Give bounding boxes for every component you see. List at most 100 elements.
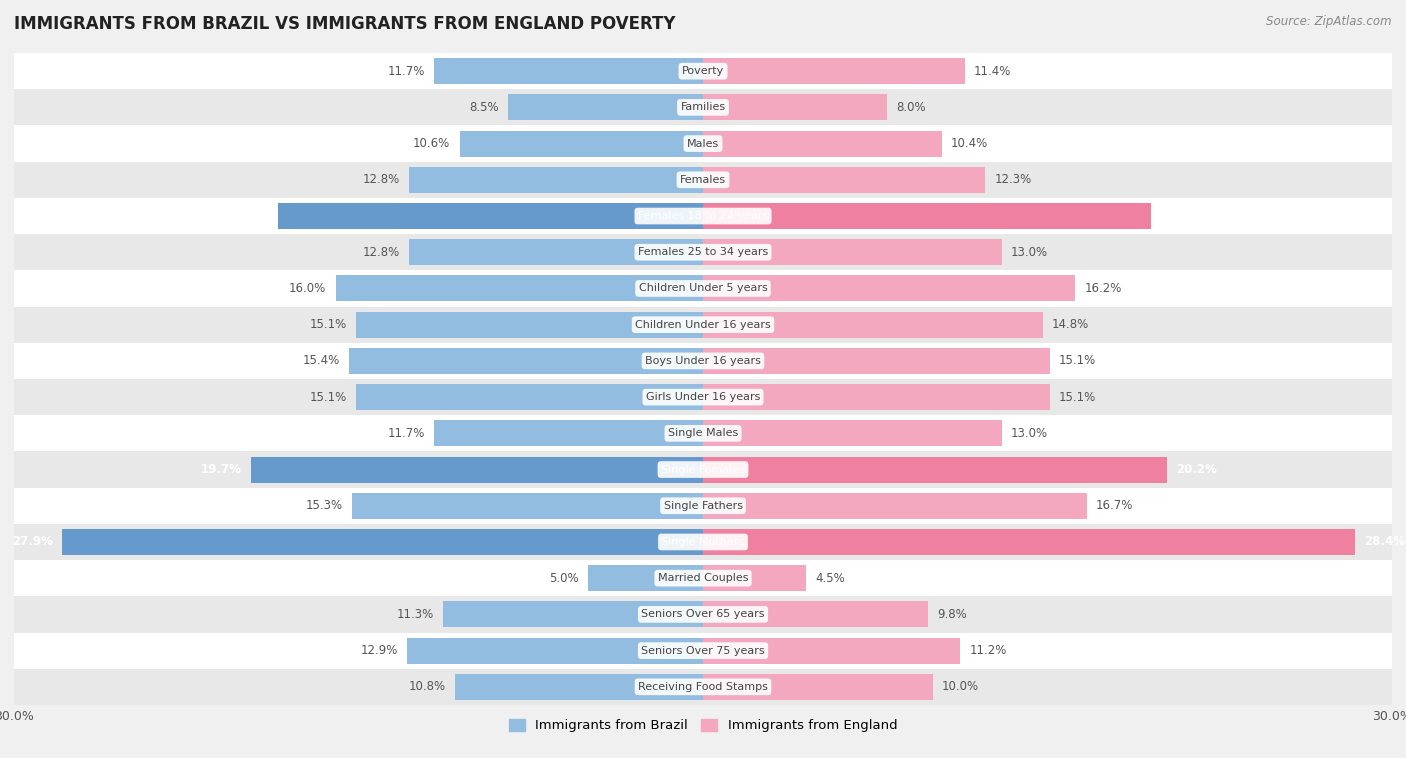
Bar <box>409 167 703 193</box>
Bar <box>460 130 703 157</box>
Text: 4.5%: 4.5% <box>815 572 845 584</box>
Text: Boys Under 16 years: Boys Under 16 years <box>645 356 761 366</box>
Bar <box>14 487 1392 524</box>
Text: 20.2%: 20.2% <box>1175 463 1216 476</box>
Text: 28.4%: 28.4% <box>1364 535 1406 549</box>
Bar <box>356 312 703 338</box>
Bar <box>409 240 703 265</box>
Bar <box>434 420 703 446</box>
Text: 15.1%: 15.1% <box>309 390 347 403</box>
Bar <box>14 306 1392 343</box>
Text: 12.8%: 12.8% <box>363 246 399 258</box>
Text: Males: Males <box>688 139 718 149</box>
Bar <box>14 415 1392 452</box>
Bar <box>14 379 1392 415</box>
Bar <box>278 203 703 229</box>
Text: Females 18 to 24 years: Females 18 to 24 years <box>638 211 768 221</box>
Text: Receiving Food Stamps: Receiving Food Stamps <box>638 682 768 692</box>
Text: 11.4%: 11.4% <box>974 64 1011 77</box>
Text: 15.3%: 15.3% <box>305 500 343 512</box>
Text: Females 25 to 34 years: Females 25 to 34 years <box>638 247 768 257</box>
Text: Single Fathers: Single Fathers <box>664 501 742 511</box>
Bar <box>14 452 1392 487</box>
Bar <box>14 597 1392 632</box>
Text: Families: Families <box>681 102 725 112</box>
Bar <box>14 524 1392 560</box>
Text: 10.8%: 10.8% <box>409 681 446 694</box>
Bar <box>250 456 703 483</box>
Bar <box>356 384 703 410</box>
Legend: Immigrants from Brazil, Immigrants from England: Immigrants from Brazil, Immigrants from … <box>503 713 903 738</box>
Text: 9.8%: 9.8% <box>938 608 967 621</box>
Text: 12.3%: 12.3% <box>994 174 1032 186</box>
Text: 11.2%: 11.2% <box>969 644 1007 657</box>
Text: Females: Females <box>681 175 725 185</box>
Bar <box>14 271 1392 306</box>
Bar <box>703 312 1043 338</box>
Text: Poverty: Poverty <box>682 66 724 76</box>
Text: Single Males: Single Males <box>668 428 738 438</box>
Bar <box>703 203 1152 229</box>
Text: IMMIGRANTS FROM BRAZIL VS IMMIGRANTS FROM ENGLAND POVERTY: IMMIGRANTS FROM BRAZIL VS IMMIGRANTS FRO… <box>14 15 675 33</box>
Text: 16.2%: 16.2% <box>1084 282 1122 295</box>
Text: 8.5%: 8.5% <box>470 101 499 114</box>
Bar <box>14 343 1392 379</box>
Bar <box>14 53 1392 89</box>
Text: 18.5%: 18.5% <box>228 209 269 223</box>
Bar <box>456 674 703 700</box>
Text: 16.0%: 16.0% <box>290 282 326 295</box>
Text: 13.0%: 13.0% <box>1011 246 1047 258</box>
Bar <box>406 637 703 664</box>
Text: Seniors Over 75 years: Seniors Over 75 years <box>641 646 765 656</box>
Text: 5.0%: 5.0% <box>550 572 579 584</box>
Bar <box>703 275 1076 302</box>
Text: Source: ZipAtlas.com: Source: ZipAtlas.com <box>1267 15 1392 28</box>
Bar <box>443 601 703 628</box>
Bar <box>703 58 965 84</box>
Bar <box>14 126 1392 161</box>
Bar <box>14 89 1392 126</box>
Text: 11.7%: 11.7% <box>388 64 425 77</box>
Bar <box>703 240 1001 265</box>
Text: 15.1%: 15.1% <box>1059 390 1097 403</box>
Text: 19.5%: 19.5% <box>1160 209 1201 223</box>
Text: 10.6%: 10.6% <box>413 137 450 150</box>
Bar <box>703 94 887 121</box>
Text: 11.3%: 11.3% <box>396 608 434 621</box>
Bar <box>14 560 1392 597</box>
Text: Children Under 5 years: Children Under 5 years <box>638 283 768 293</box>
Text: Children Under 16 years: Children Under 16 years <box>636 320 770 330</box>
Bar <box>703 420 1001 446</box>
Bar <box>703 493 1087 518</box>
Bar <box>703 456 1167 483</box>
Bar <box>14 632 1392 669</box>
Text: Girls Under 16 years: Girls Under 16 years <box>645 392 761 402</box>
Text: 12.9%: 12.9% <box>360 644 398 657</box>
Bar <box>703 167 986 193</box>
Bar <box>14 669 1392 705</box>
Text: Single Females: Single Females <box>661 465 745 475</box>
Text: 12.8%: 12.8% <box>363 174 399 186</box>
Text: 13.0%: 13.0% <box>1011 427 1047 440</box>
Bar <box>703 601 928 628</box>
Text: 11.7%: 11.7% <box>388 427 425 440</box>
Bar <box>62 529 703 555</box>
Bar <box>703 384 1050 410</box>
Bar <box>588 565 703 591</box>
Text: 15.1%: 15.1% <box>309 318 347 331</box>
Bar <box>703 637 960 664</box>
Bar <box>349 348 703 374</box>
Text: 19.7%: 19.7% <box>201 463 242 476</box>
Bar <box>14 234 1392 271</box>
Bar <box>14 161 1392 198</box>
Bar <box>703 565 807 591</box>
Bar <box>14 198 1392 234</box>
Text: 8.0%: 8.0% <box>896 101 925 114</box>
Text: 10.0%: 10.0% <box>942 681 979 694</box>
Bar <box>703 674 932 700</box>
Text: 27.9%: 27.9% <box>13 535 53 549</box>
Text: Single Mothers: Single Mothers <box>661 537 745 547</box>
Bar <box>508 94 703 121</box>
Text: 15.1%: 15.1% <box>1059 355 1097 368</box>
Bar <box>703 130 942 157</box>
